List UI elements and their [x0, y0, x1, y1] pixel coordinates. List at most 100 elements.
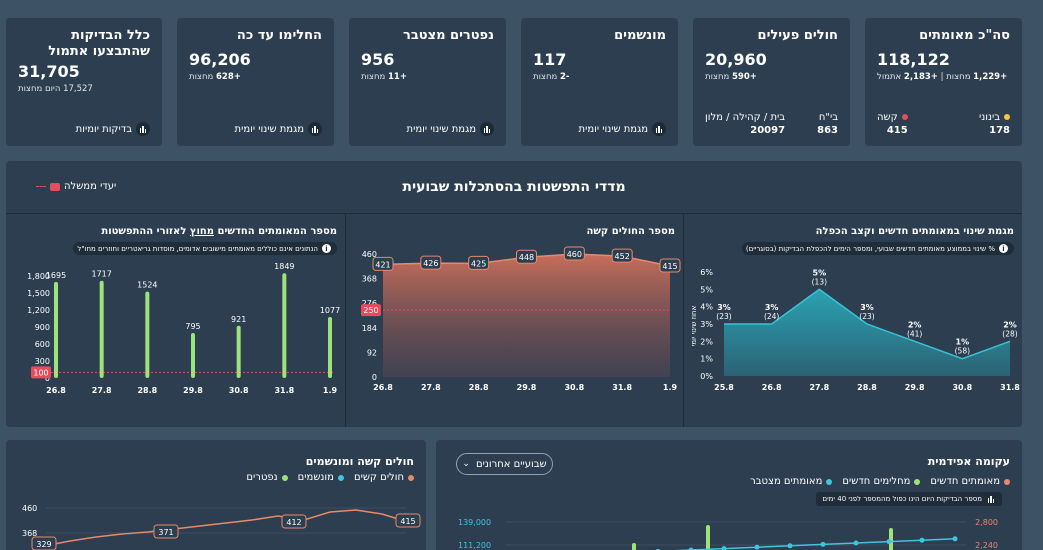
legend: חולים קשים מונשמים נפטרים: [246, 472, 414, 483]
panel-note: i% שינוי בממוצע מאומתים חדשים שבועי, ומס…: [741, 242, 1014, 255]
doubling-label: (41): [907, 329, 922, 338]
doubling-label: (58): [955, 347, 970, 356]
data-label: 1695: [46, 271, 66, 280]
kpi-sub: +1,229 מחצות | +2,183 אתמול: [877, 72, 1008, 82]
value-badge: [372, 256, 394, 271]
x-tick-label: 30.8: [564, 383, 584, 392]
value-badge: [31, 536, 57, 550]
y-tick-label: 600: [35, 340, 50, 349]
x-tick-label: 29.8: [517, 383, 537, 392]
trend-line: [724, 288, 1011, 360]
data-label: 415: [662, 262, 677, 271]
legend-item[interactable]: מונשמים: [298, 472, 344, 483]
bar: [54, 281, 58, 378]
daily-trend-link[interactable]: מגמת שינוי יומית: [235, 122, 322, 136]
info-icon: i: [999, 244, 1008, 253]
doubling-label: (24): [764, 312, 779, 321]
value-badge: [516, 249, 537, 264]
kpi-card-active-patients[interactable]: חולים פעילים 20,960 +590 מחצות בי"ח 863 ב…: [693, 18, 850, 146]
kpi-value: 956: [361, 50, 395, 69]
mild-dot-icon: [1004, 114, 1010, 120]
y-tick-label: 276: [362, 299, 377, 308]
data-label: 3%: [717, 303, 731, 312]
legend-item[interactable]: מאומתים מצטבר: [750, 476, 833, 487]
data-label: 2%: [908, 320, 922, 329]
y-tick-label: 184: [362, 324, 377, 333]
data-label: 921: [231, 315, 246, 324]
legend-dot-icon: [826, 478, 833, 485]
legend-item[interactable]: חולים קשים: [354, 472, 414, 483]
target-marker-icon: [50, 182, 60, 191]
cumulative-point: [886, 539, 892, 545]
cumulative-point: [919, 537, 925, 543]
kpi-sub: +628 מחצות: [189, 72, 241, 82]
x-tick-label: 26.8: [46, 386, 66, 395]
value-badge: [281, 514, 307, 529]
severe-dot-icon: [901, 114, 908, 120]
severe-ventilated-chart: 460 368 329 371 412 415: [22, 504, 421, 550]
target-badge: [31, 366, 51, 379]
daily-trend-link[interactable]: מגמת שינוי יומית: [407, 122, 494, 136]
y-tick-label: 111,200: [458, 541, 491, 550]
bar: [632, 543, 636, 550]
weekly-spread-section: מדדי התפשטות בהסתכלות שבועית יעדי ממשלה …: [6, 161, 1022, 427]
cumulative-point: [820, 541, 826, 547]
severe-chart: 0 92 184 276 368 460 250 421 426 425 448 460 452 415 2…: [361, 246, 681, 392]
x-tick-label: 1.9: [663, 383, 678, 392]
legend-dot-icon: [337, 474, 344, 481]
data-label: 421: [375, 260, 390, 269]
period-dropdown[interactable]: שבועיים אחרונים ⌄: [456, 453, 553, 475]
y-tick-label: 5%: [700, 285, 713, 294]
value-badge: [563, 246, 585, 261]
y-tick-label: 2%: [700, 337, 713, 346]
legend-item[interactable]: נפטרים: [246, 472, 288, 483]
y-tick-label: 368: [22, 529, 37, 538]
data-label: 1077: [320, 306, 340, 315]
x-tick-label: 26.8: [762, 383, 782, 392]
target-badge: [361, 304, 381, 317]
location-split: בי"ח 863 בית / קהילה / מלון 20097: [705, 112, 838, 136]
doubling-label: (13): [812, 277, 827, 286]
bar: [328, 316, 332, 378]
daily-tests-link[interactable]: בדיקות יומיות: [76, 122, 150, 136]
kpi-card-recovered[interactable]: החלימו עד כה 96,206 +628 מחצות מגמת שינו…: [177, 18, 334, 146]
kpi-sub: -2 מחצות: [533, 72, 570, 82]
y-tick-label: 4%: [700, 303, 713, 312]
severe-area: [383, 254, 670, 377]
data-label: 329: [36, 540, 51, 549]
x-tick-label: 31.8: [274, 386, 294, 395]
y-tick-label: 3%: [700, 320, 713, 329]
kpi-title: חולים פעילים: [757, 28, 838, 43]
value-badge: [611, 248, 633, 263]
data-label: 460: [567, 250, 582, 259]
card-title: חולים קשה ומונשמים: [305, 455, 414, 468]
kpi-card-total-verified[interactable]: סה"כ מאומתים 118,122 +1,229 מחצות | +2,1…: [865, 18, 1022, 146]
kpi-card-tests[interactable]: כלל הבדיקות שהתבצעו אתמול 31,705 17,527 …: [6, 18, 162, 146]
card-title: עקומה אפידמית: [927, 455, 1010, 468]
y-tick-label: 1%: [700, 355, 713, 364]
value-badge: [420, 255, 442, 270]
new-cases-chart: 0 300 600 900 1,200 1,500 1,800 100 1695 1717 1524…: [27, 262, 340, 395]
bar: [236, 325, 241, 378]
y-tick-label: 0: [372, 373, 377, 382]
legend-item[interactable]: מחלימים חדשים: [842, 476, 921, 487]
daily-trend-link[interactable]: מגמת שינוי יומית: [579, 122, 666, 136]
cumulative-point: [688, 547, 694, 550]
legend-item[interactable]: מאומתים חדשים: [930, 476, 1010, 487]
data-label: 5%: [813, 268, 827, 277]
data-label: 1717: [91, 270, 111, 279]
y-tick-label: 2,240: [975, 541, 998, 550]
data-label: 415: [400, 517, 415, 526]
kpi-card-ventilated[interactable]: מונשמים 117 -2 מחצות מגמת שינוי יומית: [521, 18, 678, 146]
y-tick-label: 6%: [700, 268, 713, 277]
bar: [145, 291, 150, 378]
cumulative-point: [721, 546, 727, 550]
kpi-card-deceased[interactable]: נפטרים מצטבר 956 +11 מחצות מגמת שינוי יו…: [349, 18, 506, 146]
new-cases-panel: מספר המאומתים החדשים מחוץ לאזורי ההתפשטו…: [6, 213, 345, 427]
data-label: 448: [519, 253, 534, 262]
kpi-title: מונשמים: [614, 28, 666, 43]
section-title: מדדי התפשטות בהסתכלות שבועית: [402, 179, 626, 195]
data-label: 3%: [765, 303, 779, 312]
y-tick-label: 368: [362, 275, 377, 284]
data-label: 452: [615, 252, 630, 261]
